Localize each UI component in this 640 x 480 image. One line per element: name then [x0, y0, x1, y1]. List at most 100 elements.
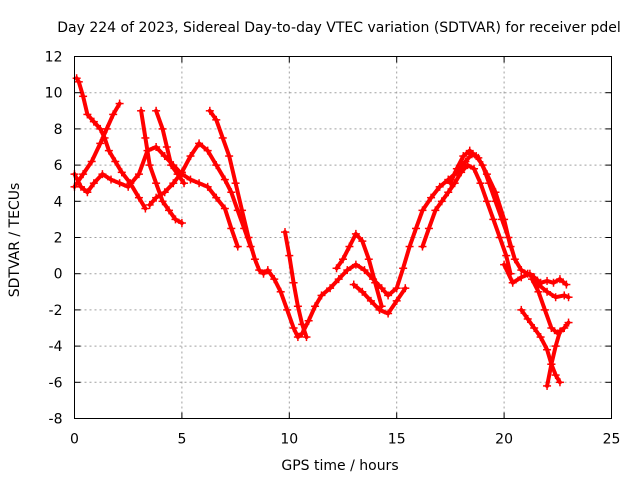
- data-point: [111, 157, 120, 166]
- grid: [74, 56, 612, 419]
- data-point: [304, 316, 313, 325]
- data-point: [470, 164, 479, 173]
- data-point: [343, 266, 352, 275]
- data-point: [293, 333, 302, 342]
- x-tick-label: 10: [280, 432, 298, 448]
- data-point: [227, 188, 236, 197]
- data-point: [564, 318, 573, 327]
- data-point: [317, 291, 326, 300]
- data-point: [212, 115, 221, 124]
- data-point: [418, 206, 427, 215]
- data-point: [560, 324, 569, 332]
- data-point: [152, 106, 161, 115]
- data-point: [205, 106, 214, 115]
- data-point: [162, 143, 171, 151]
- data-point: [427, 193, 436, 202]
- data-point: [98, 170, 107, 179]
- data-point: [547, 324, 556, 332]
- data-point: [79, 170, 88, 179]
- data-point: [412, 224, 421, 233]
- data-point: [160, 188, 169, 197]
- data-point: [244, 233, 253, 242]
- data-point: [289, 278, 298, 287]
- data-point: [384, 309, 393, 318]
- data-point: [497, 215, 506, 224]
- data-point: [508, 278, 517, 287]
- data-point: [534, 287, 543, 296]
- data-point: [212, 193, 221, 202]
- data-point: [169, 179, 178, 188]
- data-point: [115, 179, 124, 188]
- data-point: [332, 264, 341, 273]
- data-point: [405, 242, 414, 251]
- data-point: [401, 284, 410, 293]
- data-point: [227, 224, 236, 233]
- data-point: [326, 284, 335, 293]
- data-point: [547, 360, 556, 369]
- data-point: [141, 133, 150, 142]
- data-point: [476, 179, 485, 188]
- data-point: [302, 333, 311, 342]
- data-point: [79, 92, 88, 101]
- data-point: [289, 324, 298, 332]
- data-point: [345, 242, 354, 251]
- data-point: [250, 255, 259, 264]
- y-tick-label: -4: [49, 339, 63, 355]
- data-point: [500, 260, 509, 269]
- data-point: [171, 215, 180, 224]
- data-point: [444, 188, 453, 197]
- data-point: [203, 182, 212, 191]
- data-point: [87, 157, 96, 166]
- data-point: [158, 197, 167, 206]
- y-tick-label: 0: [54, 267, 63, 283]
- data-point: [283, 305, 292, 314]
- data-point: [392, 296, 401, 305]
- data-point: [152, 179, 161, 188]
- data-point: [276, 287, 285, 296]
- data-point: [126, 179, 135, 188]
- data-point: [555, 378, 564, 387]
- data-point: [560, 291, 569, 300]
- data-point: [472, 152, 481, 161]
- x-tick-label: 0: [70, 432, 79, 448]
- data-point: [195, 139, 204, 148]
- data-point: [482, 197, 491, 206]
- data-point: [259, 269, 268, 278]
- data-point: [195, 179, 204, 188]
- data-point: [83, 188, 92, 197]
- data-point: [167, 161, 176, 170]
- series-trace-16: [545, 329, 562, 388]
- data-point: [517, 305, 526, 314]
- data-point: [107, 175, 116, 184]
- data-point: [384, 291, 393, 300]
- data-point: [364, 255, 373, 264]
- y-tick-label: 4: [54, 194, 63, 210]
- data-point: [452, 164, 461, 173]
- data-point: [74, 77, 83, 86]
- data-point: [311, 302, 320, 311]
- data-point: [145, 161, 154, 170]
- x-tick-label: 25: [603, 432, 621, 448]
- data-point: [525, 269, 534, 278]
- x-tick-label: 20: [495, 432, 513, 448]
- data-point: [555, 275, 564, 284]
- data-point: [134, 193, 143, 202]
- data-point: [255, 266, 264, 275]
- data-point: [377, 284, 386, 293]
- series-trace-4: [139, 108, 184, 225]
- data-point: [375, 305, 384, 314]
- data-point: [551, 371, 560, 380]
- data-point: [399, 264, 408, 273]
- data-point: [165, 206, 174, 215]
- data-point: [225, 152, 234, 161]
- data-point: [510, 255, 519, 264]
- data-point: [285, 251, 294, 260]
- data-point: [263, 266, 272, 275]
- data-point: [158, 124, 167, 133]
- data-point: [517, 273, 526, 282]
- data-point: [152, 143, 161, 151]
- data-point: [504, 233, 513, 242]
- data-point: [334, 275, 343, 284]
